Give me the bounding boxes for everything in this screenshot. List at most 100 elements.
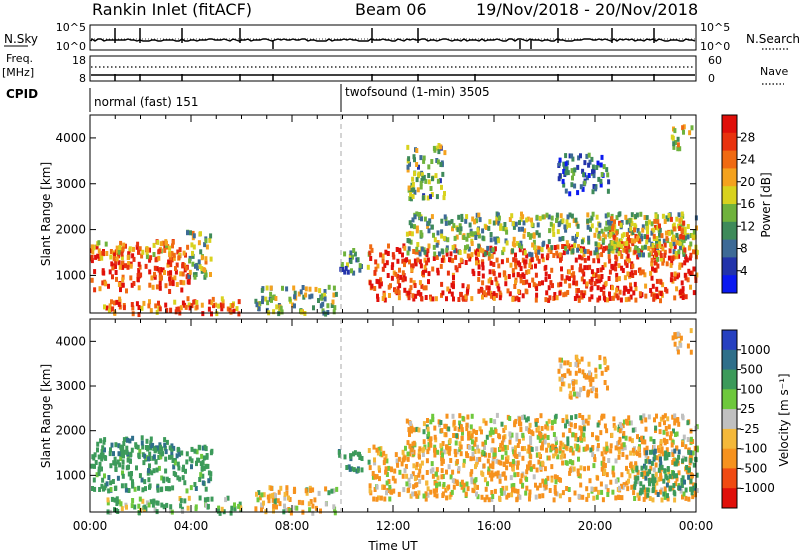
- heatmap-cell: [525, 417, 529, 423]
- heatmap-cell: [594, 241, 598, 247]
- freq-axis-top: 18: [72, 54, 86, 67]
- heatmap-cell: [435, 493, 439, 499]
- heatmap-cell: [580, 431, 584, 437]
- heatmap-cell: [135, 244, 139, 250]
- heatmap-cell: [583, 248, 587, 254]
- heatmap-cell: [487, 466, 491, 472]
- heatmap-cell: [595, 227, 599, 233]
- heatmap-cell: [572, 380, 575, 386]
- heatmap-cell: [384, 453, 388, 459]
- heatmap-cell: [171, 458, 175, 463]
- nsky-label: N.Sky: [4, 32, 38, 46]
- heatmap-cell: [124, 243, 127, 249]
- heatmap-cell: [419, 292, 423, 298]
- heatmap-cell: [661, 451, 665, 457]
- heatmap-cell: [575, 293, 579, 299]
- heatmap-cell: [546, 244, 550, 250]
- heatmap-cell: [473, 219, 477, 225]
- heatmap-cell: [628, 473, 632, 479]
- heatmap-cell: [110, 299, 113, 305]
- heatmap-cell: [512, 483, 516, 488]
- heatmap-cell: [432, 244, 436, 250]
- heatmap-cell: [446, 286, 450, 292]
- heatmap-cell: [508, 291, 512, 297]
- heatmap-cell: [615, 287, 619, 293]
- heatmap-cell: [534, 297, 538, 303]
- heatmap-cell: [577, 244, 580, 250]
- heatmap-cell: [425, 260, 429, 266]
- heatmap-cell: [630, 484, 634, 490]
- heatmap-cell: [472, 428, 476, 434]
- heatmap-cell: [349, 453, 353, 459]
- heatmap-cell: [671, 485, 675, 491]
- heatmap-cell: [655, 239, 658, 245]
- heatmap-cell: [324, 311, 328, 317]
- heatmap-cell: [91, 249, 95, 255]
- heatmap-cell: [525, 217, 529, 223]
- heatmap-cell: [658, 421, 662, 427]
- heatmap-cell: [405, 481, 409, 487]
- heatmap-cell: [314, 286, 318, 292]
- heatmap-cell: [578, 413, 582, 418]
- heatmap-cell: [544, 424, 548, 430]
- heatmap-cell: [503, 222, 507, 227]
- heatmap-cell: [407, 295, 411, 301]
- heatmap-cell: [443, 150, 447, 156]
- heatmap-cell: [113, 456, 117, 462]
- heatmap-cell: [436, 270, 440, 276]
- heatmap-cell: [583, 466, 587, 472]
- heatmap-cell: [204, 272, 208, 278]
- heatmap-cell: [283, 503, 286, 509]
- heatmap-cell: [127, 471, 131, 477]
- heatmap-cell: [466, 288, 469, 294]
- heatmap-cell: [637, 238, 641, 244]
- heatmap-cell: [549, 221, 553, 227]
- heatmap-cell: [517, 451, 521, 457]
- heatmap-cell: [562, 182, 566, 188]
- heatmap-cell: [270, 297, 273, 303]
- heatmap-cell: [492, 220, 496, 226]
- heatmap-cell: [429, 489, 433, 495]
- heatmap-cell: [497, 238, 501, 244]
- heatmap-cell: [169, 504, 173, 510]
- heatmap-cell: [557, 368, 561, 374]
- heatmap-cell: [554, 440, 558, 445]
- heatmap-cell: [470, 413, 474, 419]
- heatmap-cell: [152, 468, 156, 474]
- heatmap-cell: [673, 497, 677, 503]
- heatmap-cell: [117, 451, 121, 457]
- heatmap-cell: [645, 445, 649, 451]
- heatmap-cell: [155, 266, 159, 272]
- heatmap-cell: [100, 483, 104, 489]
- heatmap-cell: [633, 222, 637, 228]
- heatmap-cell: [118, 304, 122, 310]
- heatmap-cell: [659, 416, 663, 422]
- heatmap-cell: [125, 288, 128, 294]
- heatmap-cell: [565, 486, 569, 491]
- heatmap-cell: [634, 476, 638, 482]
- heatmap-cell: [90, 258, 94, 264]
- heatmap-cell: [467, 431, 470, 437]
- heatmap-cell: [137, 312, 141, 317]
- heatmap-cell: [392, 254, 396, 260]
- colorbar-swatch: [722, 168, 737, 187]
- heatmap-cell: [113, 507, 116, 513]
- heatmap-cell: [583, 290, 587, 296]
- heatmap-cell: [670, 272, 674, 278]
- heatmap-cell: [601, 497, 605, 503]
- heatmap-cell: [108, 451, 112, 457]
- heatmap-cell: [572, 280, 576, 286]
- heatmap-cell: [440, 446, 444, 452]
- heatmap-cell: [115, 245, 119, 251]
- heatmap-cell: [564, 246, 568, 251]
- heatmap-cell: [663, 219, 667, 224]
- heatmap-cell: [429, 194, 432, 200]
- heatmap-cell: [447, 484, 451, 490]
- heatmap-cell: [530, 446, 534, 452]
- heatmap-cell: [552, 453, 556, 459]
- heatmap-cell: [643, 439, 647, 445]
- heatmap-cell: [418, 280, 422, 286]
- heatmap-cell: [173, 460, 177, 466]
- heatmap-cell: [647, 414, 651, 420]
- heatmap-cell: [669, 243, 673, 249]
